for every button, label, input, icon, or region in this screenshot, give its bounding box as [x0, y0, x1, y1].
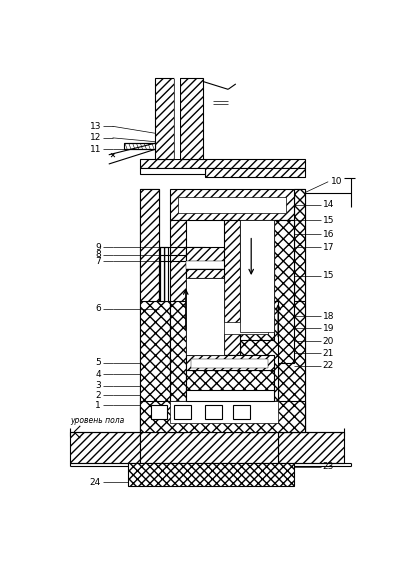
Bar: [240, 220, 274, 332]
Bar: [170, 301, 186, 432]
Text: 10: 10: [330, 177, 342, 186]
Text: 21: 21: [323, 349, 334, 358]
Bar: [124, 143, 155, 150]
Bar: [155, 78, 174, 159]
Bar: [278, 432, 344, 463]
Bar: [170, 189, 294, 220]
Bar: [205, 168, 305, 177]
Bar: [294, 189, 305, 301]
Bar: [180, 78, 204, 159]
Text: 13: 13: [90, 122, 101, 131]
Bar: [274, 220, 294, 363]
Text: 17: 17: [323, 243, 334, 252]
Text: 23: 23: [323, 462, 334, 471]
Bar: [206, 322, 268, 334]
Bar: [140, 189, 159, 432]
Bar: [140, 159, 305, 168]
Text: 16: 16: [323, 230, 334, 239]
Text: 22: 22: [323, 361, 334, 370]
Text: 14: 14: [323, 200, 334, 209]
Bar: [186, 355, 274, 370]
Bar: [186, 269, 274, 278]
Text: 15: 15: [323, 215, 334, 225]
Bar: [186, 278, 224, 355]
Bar: [140, 401, 305, 432]
Bar: [234, 405, 250, 419]
Bar: [174, 405, 191, 419]
Bar: [224, 220, 240, 355]
Bar: [174, 78, 180, 159]
Text: 24: 24: [90, 478, 101, 486]
Text: 3: 3: [95, 381, 101, 390]
Bar: [70, 432, 140, 463]
Bar: [140, 432, 278, 463]
Bar: [186, 370, 274, 401]
Bar: [170, 401, 278, 423]
Text: 12: 12: [90, 133, 101, 142]
Text: 6: 6: [95, 304, 101, 313]
Bar: [170, 220, 186, 363]
Bar: [186, 390, 274, 401]
Bar: [205, 405, 222, 419]
Bar: [294, 189, 305, 432]
Text: 9: 9: [95, 243, 101, 252]
Bar: [151, 405, 166, 419]
Bar: [201, 317, 274, 339]
Text: 2: 2: [96, 391, 101, 399]
Bar: [140, 168, 205, 174]
Bar: [191, 359, 268, 368]
Bar: [140, 301, 170, 432]
Text: 1: 1: [95, 401, 101, 409]
Text: 19: 19: [323, 324, 334, 332]
Bar: [159, 247, 168, 301]
Text: 7: 7: [95, 256, 101, 266]
Text: 18: 18: [323, 312, 334, 321]
Text: уровень пола: уровень пола: [70, 416, 124, 425]
Bar: [140, 189, 159, 301]
Text: 8: 8: [95, 251, 101, 259]
Text: 5: 5: [95, 358, 101, 367]
Text: 11: 11: [90, 145, 101, 154]
Bar: [178, 197, 286, 213]
Bar: [240, 301, 278, 432]
Text: 20: 20: [323, 336, 334, 346]
Bar: [186, 247, 274, 261]
Text: 4: 4: [96, 370, 101, 379]
Bar: [186, 261, 274, 269]
Text: 15: 15: [323, 271, 334, 280]
Bar: [278, 301, 305, 432]
Bar: [128, 463, 294, 486]
